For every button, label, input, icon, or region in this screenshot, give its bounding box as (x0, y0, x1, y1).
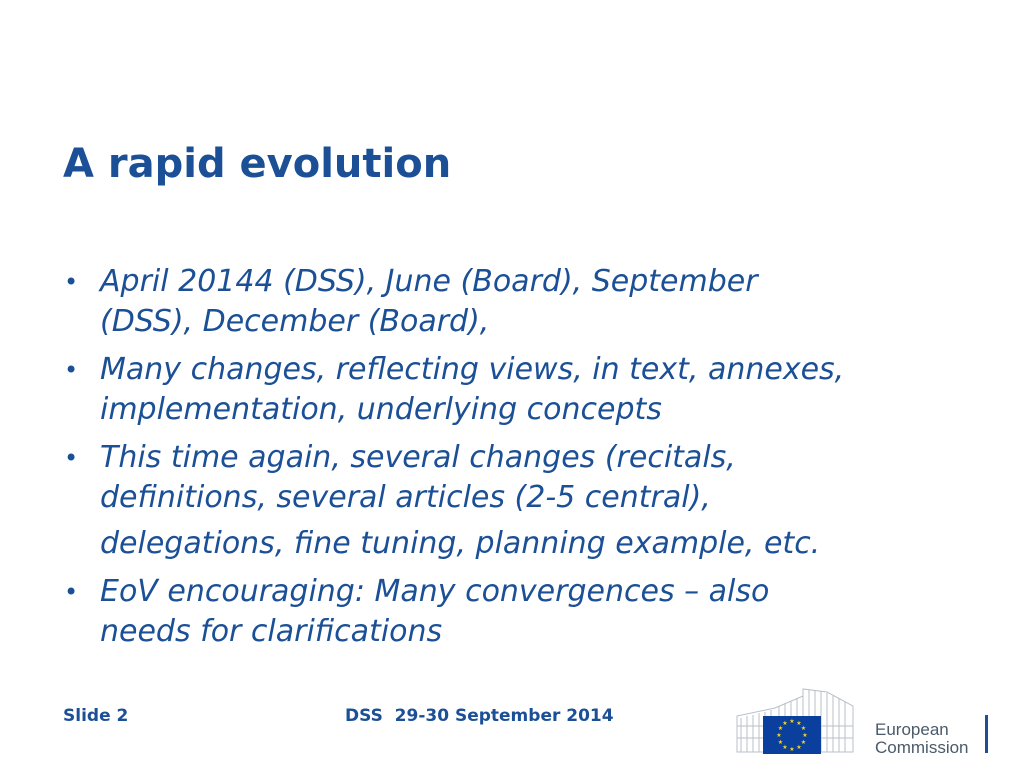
bullet-icon: • (64, 578, 79, 606)
svg-text:★: ★ (778, 739, 783, 746)
svg-text:★: ★ (802, 732, 807, 739)
bullet-line: implementation, underlying concepts (100, 392, 662, 427)
logo-text-european: European (875, 720, 949, 739)
slide-title: A rapid evolution (63, 141, 452, 187)
logo-divider (985, 715, 988, 753)
svg-text:★: ★ (782, 744, 787, 751)
svg-text:★: ★ (796, 720, 801, 727)
bullet-line: April 20144 (DSS), June (Board), Septemb… (100, 264, 758, 299)
svg-text:★: ★ (778, 725, 783, 732)
bullet-list: • April 20144 (DSS), June (Board), Septe… (60, 262, 960, 660)
bullet-icon: • (64, 268, 79, 296)
svg-text:★: ★ (782, 720, 787, 727)
svg-text:★: ★ (801, 739, 806, 746)
bullet-item: • Many changes, reflecting views, in tex… (60, 350, 960, 430)
slide-number: Slide 2 (63, 706, 129, 726)
bullet-line: delegations, fine tuning, planning examp… (100, 526, 821, 561)
european-commission-logo: ★ ★ ★ ★ ★ ★ ★ ★ ★ ★ ★ ★ European Commiss… (736, 688, 988, 756)
eu-flag-icon: ★ ★ ★ ★ ★ ★ ★ ★ ★ ★ ★ ★ (763, 716, 821, 754)
logo-text-commission: Commission (875, 738, 969, 756)
svg-text:★: ★ (789, 718, 794, 725)
bullet-item: • EoV encouraging: Many convergences – a… (60, 572, 960, 652)
bullet-line: (DSS), December (Board), (100, 304, 490, 339)
bullet-icon: • (64, 444, 79, 472)
bullet-line: needs for clarifications (100, 614, 443, 649)
svg-text:★: ★ (776, 732, 781, 739)
footer-event: DSS 29-30 September 2014 (345, 706, 614, 726)
svg-text:★: ★ (796, 744, 801, 751)
bullet-line: This time again, several changes (recita… (100, 440, 736, 475)
bullet-icon: • (64, 356, 79, 384)
bullet-item: • April 20144 (DSS), June (Board), Septe… (60, 262, 960, 342)
bullet-line: EoV encouraging: Many convergences – als… (100, 574, 770, 609)
svg-text:★: ★ (801, 725, 806, 732)
bullet-item: • This time again, several changes (reci… (60, 438, 960, 564)
bullet-line: definitions, several articles (2-5 centr… (100, 480, 711, 515)
svg-text:★: ★ (789, 746, 794, 753)
bullet-line: Many changes, reflecting views, in text,… (100, 352, 845, 387)
